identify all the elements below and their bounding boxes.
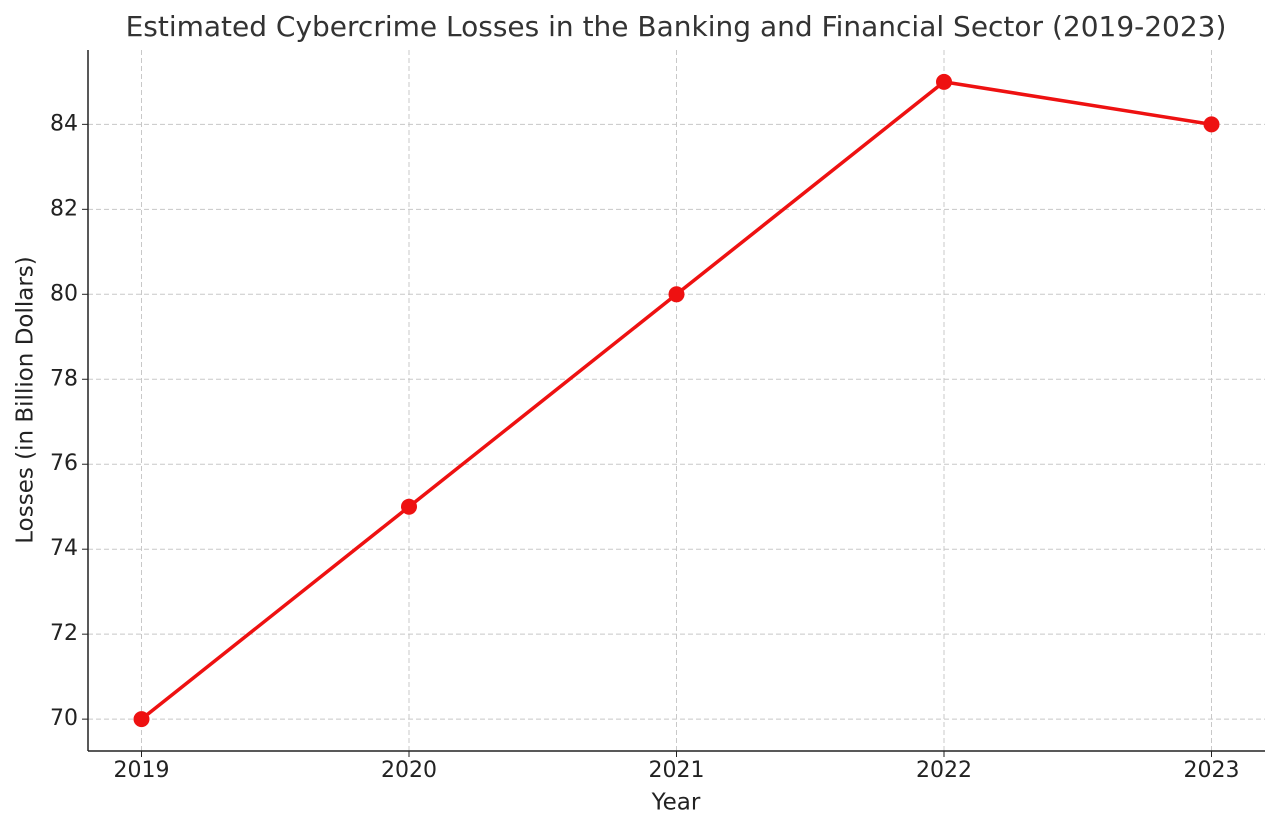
point [1203,116,1220,133]
x-tick-label: 2020 [381,758,437,783]
y-tick-label: 70 [50,706,78,731]
point [668,286,685,303]
line [140,80,1212,721]
y-tick-label: 74 [50,536,78,561]
x-tick-label: 2022 [916,758,972,783]
point [133,711,150,728]
y-tick-label: 82 [50,196,78,221]
y-tick-label: 84 [50,111,78,136]
point [936,73,952,90]
y-axis-label: Losses (in Billion Dollars) [13,256,39,544]
y-tick-label: 78 [50,366,78,391]
y-tick-label: 76 [50,451,78,476]
x-axis-label: Year [651,790,701,816]
chart-title: Estimated Cybercrime Losses in the Banki… [126,10,1227,43]
x-tick-label: 2019 [114,758,170,783]
x-tick-label: 2023 [1184,758,1240,783]
y-tick-label: 80 [50,281,78,306]
point [401,498,417,515]
x-tick-label: 2021 [649,758,705,783]
y-tick-label: 72 [50,621,78,646]
